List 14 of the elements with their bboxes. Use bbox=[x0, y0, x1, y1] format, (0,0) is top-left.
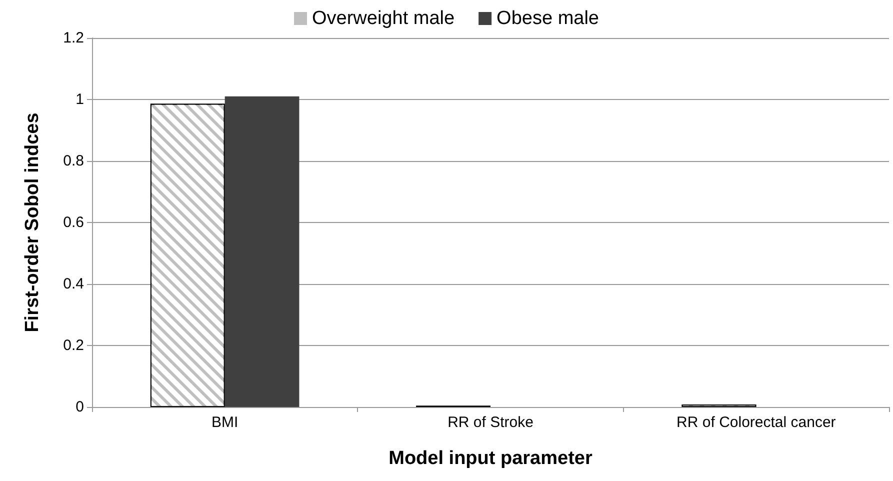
x-axis-title: Model input parameter bbox=[388, 448, 593, 469]
y-tick-label: 0.6 bbox=[63, 214, 84, 231]
y-tick-label: 1 bbox=[76, 91, 84, 108]
y-axis-title: First-order Sobol indces bbox=[22, 112, 43, 332]
y-tick-label: 0.2 bbox=[63, 337, 84, 354]
legend-label: Overweight male bbox=[312, 8, 455, 29]
x-tick-label: BMI bbox=[211, 414, 238, 431]
y-tick-label: 0.4 bbox=[63, 276, 84, 292]
x-tick-label: RR of Stroke bbox=[448, 414, 534, 431]
x-tick-label: RR of Colorectal cancer bbox=[676, 414, 836, 431]
y-tick-label: 1.2 bbox=[63, 30, 84, 46]
y-tick-label: 0 bbox=[76, 398, 84, 416]
y-tick-label: 0.8 bbox=[63, 152, 84, 170]
legend-label: Obese male bbox=[496, 8, 600, 29]
